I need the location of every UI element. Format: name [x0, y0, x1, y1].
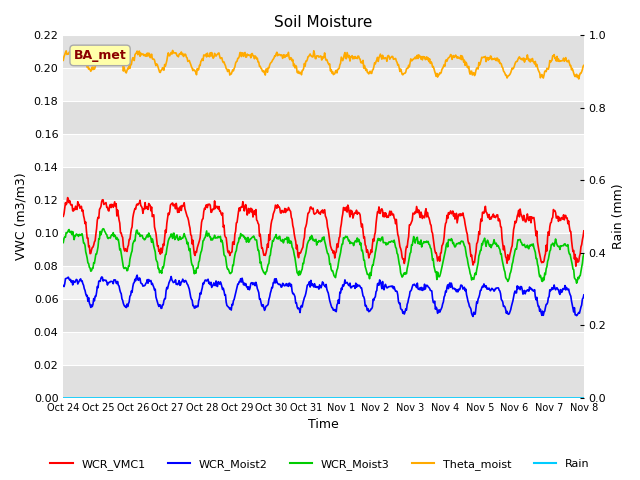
Bar: [63, 167, 584, 200]
Bar: [63, 233, 584, 266]
Y-axis label: VWC (m3/m3): VWC (m3/m3): [15, 173, 28, 261]
Y-axis label: Rain (mm): Rain (mm): [612, 184, 625, 250]
Bar: [63, 365, 584, 398]
Bar: [63, 200, 584, 233]
Title: Soil Moisture: Soil Moisture: [275, 15, 372, 30]
Text: BA_met: BA_met: [74, 49, 127, 62]
Bar: [63, 36, 584, 68]
Bar: [63, 332, 584, 365]
Bar: [63, 134, 584, 167]
Bar: [63, 299, 584, 332]
Bar: [63, 266, 584, 299]
Bar: [63, 68, 584, 101]
X-axis label: Time: Time: [308, 419, 339, 432]
Bar: [63, 101, 584, 134]
Legend: WCR_VMC1, WCR_Moist2, WCR_Moist3, Theta_moist, Rain: WCR_VMC1, WCR_Moist2, WCR_Moist3, Theta_…: [46, 455, 594, 474]
